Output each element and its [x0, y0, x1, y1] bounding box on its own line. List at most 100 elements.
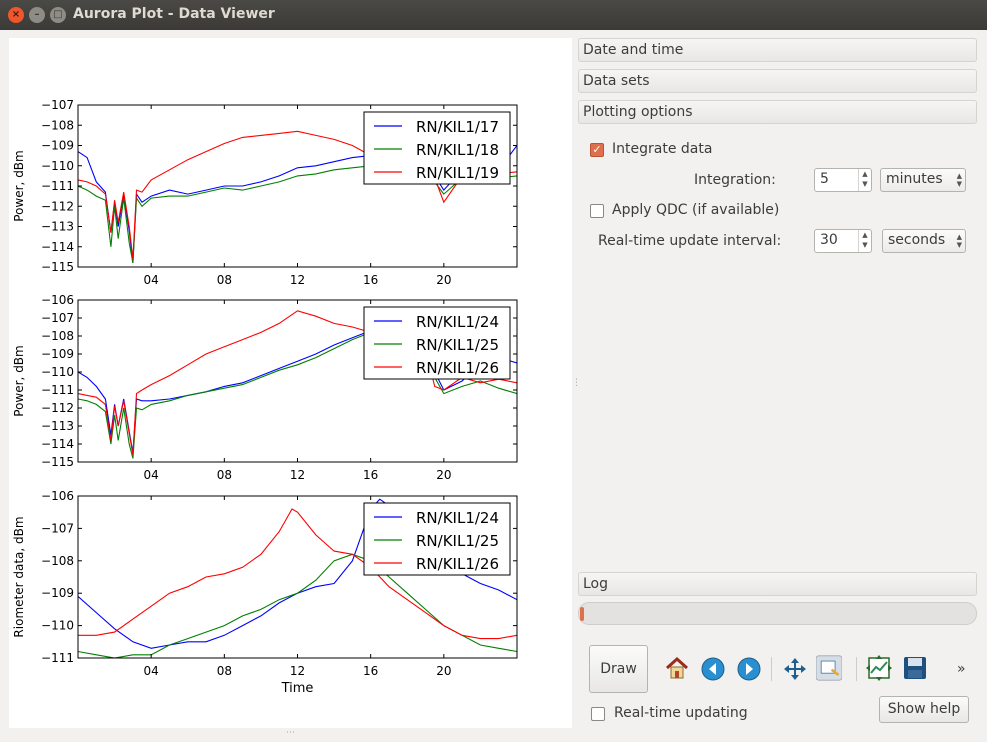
data-sets-section[interactable]: Data sets [578, 69, 977, 93]
y-axis-label: Power, dBm [12, 150, 26, 221]
y-tick-label: −108 [41, 118, 74, 132]
horizontal-splitter-handle[interactable]: ⋯ [286, 728, 295, 738]
legend-label: RN/KIL1/19 [416, 164, 499, 182]
log-section[interactable]: Log [578, 572, 977, 596]
y-tick-label: −110 [41, 365, 74, 379]
date-and-time-section[interactable]: Date and time [578, 38, 977, 62]
y-tick-label: −110 [41, 159, 74, 173]
update-interval-spinbox[interactable]: 30 ▲ ▼ [814, 229, 872, 253]
plot-canvas[interactable]: −115 −114 −113 −112 −111 −110 −109 −108 −107 04 08… [9, 38, 572, 728]
legend-label: RN/KIL1/26 [416, 555, 499, 573]
toolbar-overflow-button[interactable]: » [957, 661, 966, 677]
y-tick-label: −106 [41, 489, 74, 503]
y-tick-label: −115 [41, 455, 74, 469]
x-tick-label: 08 [217, 664, 232, 678]
y-tick-label: −109 [41, 139, 74, 153]
draw-button[interactable]: Draw [589, 645, 648, 693]
configure-subplots-icon[interactable] [866, 655, 892, 681]
y-tick-label: −107 [41, 98, 74, 112]
apply-qdc-checkbox[interactable] [590, 204, 604, 218]
realtime-updating-label: Real-time updating [614, 705, 748, 721]
y-tick-label: −114 [41, 437, 74, 451]
title-bar: × – □ Aurora Plot - Data Viewer [0, 0, 987, 30]
update-interval-value: 30 [820, 232, 838, 248]
legend-label: RN/KIL1/17 [416, 118, 499, 136]
y-tick-label: −111 [41, 651, 74, 665]
integration-unit-value: minutes [886, 171, 943, 187]
vertical-splitter-handle[interactable]: ⋮ [572, 378, 581, 388]
plotting-options-section[interactable]: Plotting options [578, 100, 977, 124]
toolbar-separator [771, 657, 772, 681]
spin-arrows-icon[interactable]: ▲ ▼ [858, 230, 871, 252]
y-tick-label: −109 [41, 586, 74, 600]
y-tick-label: −107 [41, 311, 74, 325]
update-interval-label: Real-time update interval: [598, 233, 782, 249]
legend-label: RN/KIL1/18 [416, 141, 499, 159]
y-tick-label: −111 [41, 179, 74, 193]
x-tick-label: 08 [217, 468, 232, 482]
realtime-updating-checkbox[interactable] [591, 707, 605, 721]
select-arrows-icon: ▲ ▼ [956, 233, 962, 249]
close-window-button[interactable]: × [8, 7, 24, 23]
progress-bar [578, 602, 977, 625]
integrate-data-label: Integrate data [612, 141, 713, 157]
y-axis-label: Power, dBm [12, 345, 26, 416]
series-line-3 [78, 508, 517, 640]
integration-value: 5 [820, 171, 829, 187]
legend-label: RN/KIL1/24 [416, 313, 499, 331]
minimize-window-button[interactable]: – [29, 7, 45, 23]
y-tick-label: −112 [41, 199, 74, 213]
x-tick-label: 04 [144, 273, 159, 287]
window-title: Aurora Plot - Data Viewer [73, 6, 275, 22]
x-tick-label: 12 [290, 468, 305, 482]
x-tick-label: 16 [363, 273, 378, 287]
x-tick-label: 04 [144, 468, 159, 482]
x-tick-label: 20 [436, 273, 451, 287]
date-and-time-label: Date and time [583, 42, 684, 58]
pan-icon[interactable] [782, 656, 808, 682]
save-icon[interactable] [902, 655, 928, 681]
x-tick-label: 20 [436, 468, 451, 482]
integration-unit-select[interactable]: minutes ▲ ▼ [880, 168, 966, 192]
back-icon[interactable] [700, 656, 726, 682]
integration-spinbox[interactable]: 5 ▲ ▼ [814, 168, 872, 192]
forward-icon[interactable] [736, 656, 762, 682]
show-help-button[interactable]: Show help [879, 696, 969, 723]
plots-figure: −115 −114 −113 −112 −111 −110 −109 −108 −107 04 08… [12, 98, 518, 696]
legend-label: RN/KIL1/24 [416, 509, 499, 527]
y-tick-label: −106 [41, 293, 74, 307]
y-tick-label: −112 [41, 401, 74, 415]
x-tick-label: 16 [363, 664, 378, 678]
x-tick-label: 16 [363, 468, 378, 482]
spin-arrows-icon[interactable]: ▲ ▼ [858, 169, 871, 191]
y-tick-label: −109 [41, 347, 74, 361]
y-axis-label: Riometer data, dBm [12, 516, 26, 637]
log-label: Log [583, 576, 609, 592]
y-tick-label: −107 [41, 521, 74, 535]
x-tick-label: 12 [290, 273, 305, 287]
x-tick-label: 20 [436, 664, 451, 678]
legend-label: RN/KIL1/26 [416, 359, 499, 377]
y-tick-label: −108 [41, 554, 74, 568]
progress-bar-fill [580, 607, 584, 621]
integration-label: Integration: [694, 172, 776, 188]
x-axis-label: Time [281, 681, 314, 696]
toolbar-separator [856, 657, 857, 681]
select-arrows-icon: ▲ ▼ [956, 172, 962, 188]
maximize-window-button[interactable]: □ [50, 7, 66, 23]
y-tick-label: −113 [41, 220, 74, 234]
update-interval-unit-select[interactable]: seconds ▲ ▼ [882, 229, 966, 253]
zoom-icon[interactable] [816, 655, 842, 681]
apply-qdc-label: Apply QDC (if available) [612, 202, 780, 218]
x-tick-label: 12 [290, 664, 305, 678]
y-tick-label: −110 [41, 619, 74, 633]
data-sets-label: Data sets [583, 73, 650, 89]
y-tick-label: −115 [41, 260, 74, 274]
legend-label: RN/KIL1/25 [416, 336, 499, 354]
home-icon[interactable] [664, 655, 690, 681]
update-interval-unit-value: seconds [888, 232, 946, 248]
integrate-data-checkbox[interactable]: ✓ [590, 143, 604, 157]
y-tick-label: −113 [41, 419, 74, 433]
legend-label: RN/KIL1/25 [416, 532, 499, 550]
y-tick-label: −114 [41, 240, 74, 254]
